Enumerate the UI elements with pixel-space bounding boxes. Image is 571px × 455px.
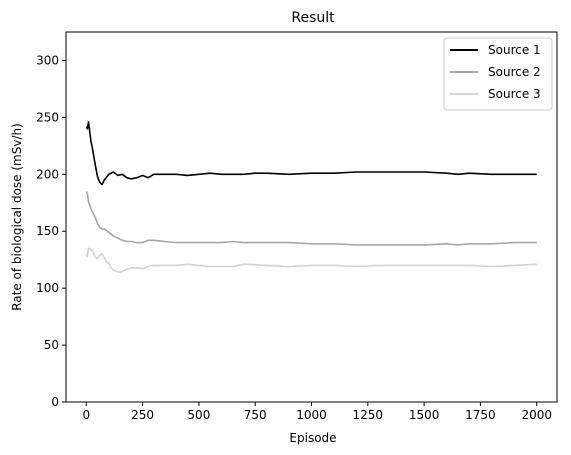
x-axis-label: Episode	[289, 431, 336, 445]
chart-title: Result	[291, 10, 335, 26]
axis-layer: 0 250 500 750 1000 1250 1500 1750 2000 0 50 100 150 2…	[36, 53, 552, 422]
legend-label-1: Source 1	[488, 43, 541, 57]
series-line-1	[85, 121, 537, 186]
y-axis-label: Rate of biological dose (mSv/h)	[10, 123, 24, 311]
x-tick-label: 0	[82, 408, 90, 422]
x-tick-label: 1000	[296, 408, 327, 422]
series-layer	[85, 121, 537, 274]
y-tick-label: 50	[44, 338, 59, 352]
x-tick-label: 2000	[521, 408, 552, 422]
x-tick-label: 1500	[409, 408, 440, 422]
plot-frame	[65, 31, 558, 403]
legend-label-3: Source 3	[488, 87, 541, 101]
x-tick-label: 750	[244, 408, 267, 422]
y-tick-label: 250	[36, 110, 59, 124]
series-line-3	[85, 247, 537, 274]
y-tick-label: 100	[36, 281, 59, 295]
x-tick-label: 1750	[465, 408, 496, 422]
x-tick-label: 500	[187, 408, 210, 422]
y-tick-label: 200	[36, 167, 59, 181]
y-tick-label: 300	[36, 53, 59, 67]
x-tick-label: 1250	[353, 408, 384, 422]
series-line-2	[85, 191, 537, 246]
legend: Source 1 Source 2 Source 3	[443, 37, 553, 111]
y-tick-label: 0	[51, 395, 59, 409]
x-tick-label: 250	[131, 408, 154, 422]
legend-box	[443, 37, 553, 111]
legend-label-2: Source 2	[488, 65, 541, 79]
y-tick-label: 150	[36, 224, 59, 238]
